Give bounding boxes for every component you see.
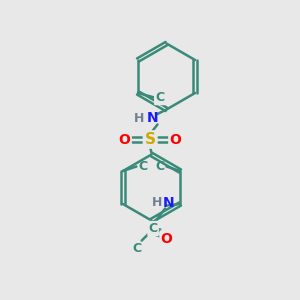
Text: C: C (132, 242, 141, 255)
Text: H: H (134, 112, 145, 125)
Text: C: C (139, 160, 148, 173)
Text: N: N (147, 112, 159, 125)
Text: O: O (160, 232, 172, 246)
Text: C: C (155, 160, 164, 173)
Text: C: C (148, 222, 158, 235)
Text: O: O (169, 133, 181, 146)
Text: S: S (145, 132, 155, 147)
Text: H: H (152, 196, 162, 209)
Text: C: C (152, 226, 161, 240)
Text: O: O (118, 133, 130, 146)
Text: N: N (163, 196, 175, 209)
Text: C: C (155, 91, 164, 104)
